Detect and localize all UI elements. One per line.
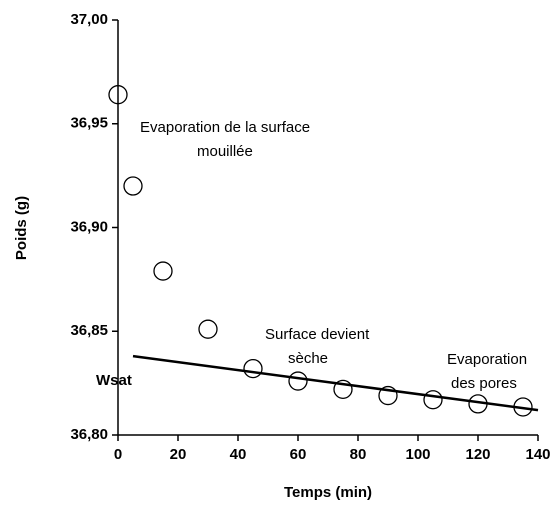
annotation: des pores (451, 375, 517, 392)
annotation: Wsat (96, 372, 132, 389)
annotation: mouillée (197, 143, 253, 160)
data-point (423, 390, 443, 410)
x-tick-label: 20 (170, 446, 187, 463)
y-axis-label: Poids (g) (13, 196, 30, 260)
annotation: Surface devient (265, 326, 370, 343)
data-point (153, 261, 173, 281)
annotation: sèche (288, 350, 328, 367)
annotation: Evaporation de la surface (140, 119, 310, 136)
data-point (108, 85, 128, 105)
data-point (243, 358, 263, 379)
data-point (333, 379, 353, 400)
x-tick-label: 100 (405, 446, 430, 463)
y-tick-label: 37,00 (70, 11, 108, 28)
data-point (123, 176, 143, 196)
x-axis-label: Temps (min) (284, 484, 372, 501)
x-tick-label: 40 (230, 446, 247, 463)
x-tick-label: 60 (290, 446, 307, 463)
annotation: Evaporation (447, 351, 527, 368)
x-tick-label: 120 (465, 446, 490, 463)
y-tick-label: 36,90 (70, 218, 108, 235)
data-point (198, 319, 218, 339)
trend-line (132, 354, 539, 412)
y-tick-label: 36,85 (70, 322, 108, 339)
y-tick-label: 36,95 (70, 115, 108, 132)
x-tick-label: 80 (350, 446, 367, 463)
data-point (288, 371, 308, 391)
x-tick-label: 0 (114, 446, 122, 463)
y-tick-label: 36,80 (70, 426, 108, 443)
x-tick-label: 140 (525, 446, 550, 463)
data-point (378, 385, 398, 406)
